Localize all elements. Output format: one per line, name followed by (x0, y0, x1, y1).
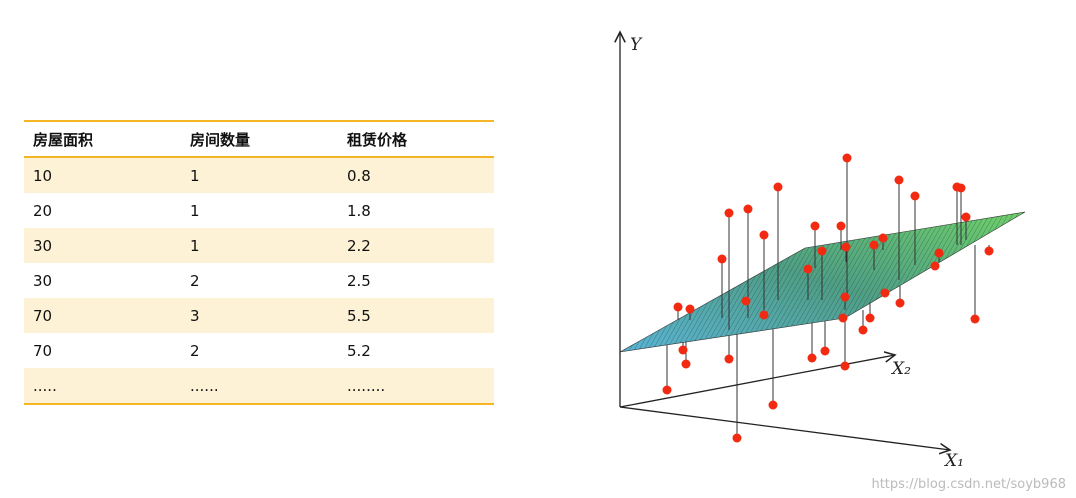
table-cell: 1 (190, 201, 200, 220)
sample-point (842, 153, 852, 163)
sample-point (741, 296, 751, 306)
table-cell: 1.8 (347, 201, 371, 220)
table-cell: 20 (33, 201, 53, 220)
sample-point (732, 433, 742, 443)
sample-point (768, 400, 778, 410)
table-cell: ...... (181, 368, 338, 405)
sample-point (934, 248, 944, 258)
table-row: ................... (24, 368, 494, 405)
sample-point (984, 246, 994, 256)
table-cell: 0.8 (338, 157, 494, 193)
sample-point (841, 242, 851, 252)
table-cell: 5.5 (338, 298, 494, 333)
sample-point (724, 208, 734, 218)
table-cell: 2.5 (347, 271, 371, 290)
sample-point (773, 182, 783, 192)
sample-point (759, 310, 769, 320)
sample-point (836, 221, 846, 231)
points (662, 153, 994, 443)
header-cell: 房间数量 (181, 120, 338, 158)
table-cell: ..... (24, 368, 181, 405)
sample-point (956, 183, 966, 193)
watermark: https://blog.csdn.net/soyb968 (871, 477, 1066, 492)
sample-point (865, 313, 875, 323)
table-row: 70 2 5.2 (24, 333, 494, 368)
sample-point (803, 264, 813, 274)
sample-point (810, 221, 820, 231)
sample-point (910, 191, 920, 201)
sample-point (880, 288, 890, 298)
table-cell: 70 (33, 341, 53, 360)
table-cell: 2.2 (338, 228, 494, 263)
table-cell: 2 (190, 341, 200, 360)
sample-point (724, 354, 734, 364)
header-cell: 租赁价格 (338, 120, 494, 158)
table-cell: 5.2 (347, 341, 371, 360)
table-row: 30 2 2.5 (24, 263, 494, 298)
sample-point (894, 175, 904, 185)
sample-point (743, 204, 753, 214)
table-cell: 1 (181, 228, 338, 263)
sample-point (840, 361, 850, 371)
sample-point (840, 292, 850, 302)
table-cell: 10 (24, 157, 181, 193)
sample-point (759, 230, 769, 240)
sample-point (820, 346, 830, 356)
x1-axis-label: X₁ (943, 451, 964, 471)
sample-point (869, 240, 879, 250)
table-cell: 2 (190, 271, 200, 290)
sample-point (878, 233, 888, 243)
table-row: 20 1 1.8 (24, 193, 494, 228)
table-cell: 1 (181, 157, 338, 193)
table-row: 10 1 0.8 (24, 157, 494, 193)
sample-point (930, 261, 940, 271)
sample-point (662, 385, 672, 395)
x1-axis (619, 406, 950, 450)
data-table: 房屋面积 房间数量 租赁价格 10 1 0.8 20 1 1.8 30 1 2.2 30 2 2.5 7… (24, 120, 494, 405)
table-cell: 70 (24, 298, 181, 333)
sample-point (807, 353, 817, 363)
sample-point (681, 359, 691, 369)
sample-point (673, 302, 683, 312)
table-row: 70 3 5.5 (24, 298, 494, 333)
sample-point (970, 314, 980, 324)
header-row: 房屋面积 房间数量 租赁价格 (24, 120, 494, 158)
sample-point (685, 304, 695, 314)
table-cell: ........ (338, 368, 494, 405)
x2-axis (619, 355, 895, 408)
sample-point (858, 325, 868, 335)
table-cell: 30 (33, 271, 53, 290)
y-axis-label: Y (630, 35, 643, 55)
sample-point (895, 298, 905, 308)
header-cell: 房屋面积 (24, 120, 181, 158)
sample-point (817, 246, 827, 256)
sample-point (678, 345, 688, 355)
table-row: 30 1 2.2 (24, 228, 494, 263)
sample-point (717, 254, 727, 264)
x2-axis-label: X₂ (890, 359, 911, 379)
table-cell: 3 (181, 298, 338, 333)
sample-point (838, 313, 848, 323)
table-cell: 30 (24, 228, 181, 263)
sample-point (961, 212, 971, 222)
